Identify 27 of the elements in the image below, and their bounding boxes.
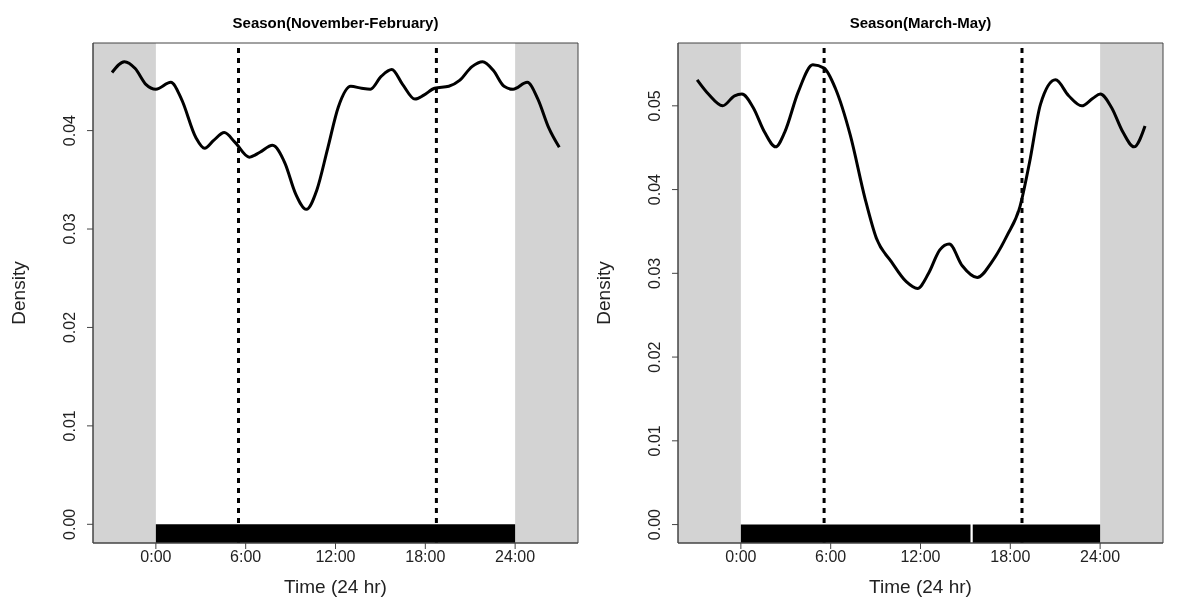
x-tick-label: 6:00 (815, 548, 847, 566)
y-axis-title: Density (592, 260, 614, 325)
y-tick-label: 0.00 (646, 508, 663, 541)
chart-title: Season(November-February) (231, 13, 440, 33)
x-tick-label: 12:00 (900, 548, 941, 566)
y-tick-label: 0.01 (646, 425, 663, 457)
x-tick-label: 12:00 (315, 548, 356, 566)
y-tick-label: 0.04 (646, 173, 663, 206)
x-tick-label: 0:00 (140, 548, 172, 566)
x-tick-label: 6:00 (230, 548, 262, 566)
chart-title: Season(March-May) (848, 13, 993, 33)
y-tick-label: 0.05 (646, 90, 663, 122)
y-tick-label: 0.01 (61, 410, 78, 442)
x-tick-label: 24:00 (1080, 548, 1121, 566)
y-tick-label: 0.02 (61, 311, 78, 344)
y-tick-label: 0.00 (61, 508, 78, 540)
x-tick-label: 18:00 (405, 548, 446, 566)
y-tick-label: 0.02 (646, 341, 663, 373)
x-axis-title: Time (24 hr) (869, 576, 972, 597)
x-tick-label: 24:00 (495, 548, 536, 566)
x-tick-label: 18:00 (990, 548, 1031, 566)
x-axis-title: Time (24 hr) (284, 576, 387, 597)
y-tick-label: 0.04 (61, 114, 78, 147)
y-axis-title: Density (7, 260, 29, 325)
y-tick-label: 0.03 (61, 213, 78, 245)
y-tick-label: 0.03 (646, 257, 663, 289)
x-tick-label: 0:00 (725, 548, 757, 566)
